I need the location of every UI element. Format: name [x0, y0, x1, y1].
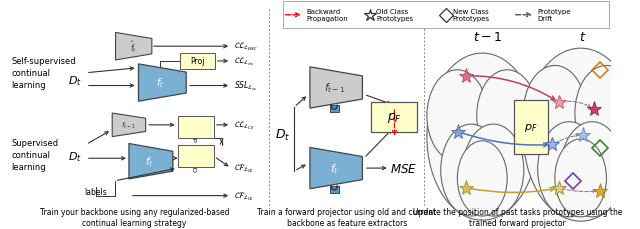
Text: $\mathcal{CL}_{\mathcal{L}_{EWC}}$: $\mathcal{CL}_{\mathcal{L}_{EWC}}$ [234, 41, 258, 53]
Ellipse shape [427, 71, 488, 162]
FancyBboxPatch shape [514, 100, 548, 154]
Text: Self-supervised
continual
learning: Self-supervised continual learning [12, 57, 76, 90]
Text: $D_t$: $D_t$ [68, 150, 81, 164]
Text: Backward
Propagation: Backward Propagation [307, 9, 348, 22]
Text: $t$: $t$ [579, 31, 586, 44]
Text: $\hat{f}_t$: $\hat{f}_t$ [130, 39, 137, 55]
Polygon shape [129, 144, 173, 179]
FancyBboxPatch shape [330, 186, 339, 193]
Text: $\mathcal{CF}_{\mathcal{L}_{CE}}$: $\mathcal{CF}_{\mathcal{L}_{CE}}$ [234, 162, 254, 174]
Ellipse shape [427, 54, 538, 220]
Text: Old Class
Prototypes: Old Class Prototypes [376, 9, 413, 22]
Text: $p_F$: $p_F$ [387, 110, 402, 124]
Text: $\mathcal{CL}_{\mathcal{L}_{cls}}$: $\mathcal{CL}_{\mathcal{L}_{cls}}$ [234, 55, 255, 68]
FancyBboxPatch shape [178, 117, 214, 138]
Text: Supervised
continual
learning: Supervised continual learning [12, 138, 59, 171]
Text: classifier: classifier [193, 113, 198, 141]
Ellipse shape [524, 66, 586, 161]
Ellipse shape [477, 71, 538, 162]
FancyBboxPatch shape [283, 2, 609, 29]
Text: $f_{t-1}$: $f_{t-1}$ [324, 81, 345, 95]
Ellipse shape [441, 125, 502, 216]
Ellipse shape [458, 141, 508, 216]
Polygon shape [310, 148, 362, 189]
Polygon shape [310, 68, 362, 109]
Ellipse shape [524, 49, 638, 221]
Text: $SSL_{\mathcal{L}_{ss}}$: $SSL_{\mathcal{L}_{ss}}$ [234, 79, 257, 93]
Ellipse shape [538, 122, 601, 217]
Text: Update the position of past tasks prototypes using the
trained forward projector: Update the position of past tasks protot… [413, 207, 622, 227]
Text: Prototype
Drift: Prototype Drift [538, 9, 571, 22]
Text: Train your backbone using any regularized-based
continual learning strategy: Train your backbone using any regularize… [40, 207, 229, 227]
Ellipse shape [575, 66, 638, 161]
Text: Train a forward projector using old and current
backbone as feature extractors: Train a forward projector using old and … [257, 207, 436, 227]
Text: $t-1$: $t-1$ [472, 31, 502, 44]
Text: $MSE$: $MSE$ [390, 162, 417, 175]
Polygon shape [116, 33, 152, 61]
Text: labels: labels [84, 187, 107, 196]
FancyBboxPatch shape [330, 106, 339, 113]
Polygon shape [138, 65, 186, 102]
Text: $f_t$: $f_t$ [156, 76, 164, 90]
FancyBboxPatch shape [371, 103, 417, 132]
Text: $\mathcal{CF}_{\mathcal{L}_{CE}}$: $\mathcal{CF}_{\mathcal{L}_{CE}}$ [234, 190, 254, 202]
FancyBboxPatch shape [178, 146, 214, 167]
Text: $f_{t-1}$: $f_{t-1}$ [122, 120, 136, 130]
Polygon shape [112, 114, 146, 137]
Text: $\mathcal{CL}_{\mathcal{L}_{CE}}$: $\mathcal{CL}_{\mathcal{L}_{CE}}$ [234, 119, 255, 131]
Text: $D_t$: $D_t$ [275, 128, 291, 143]
Text: Proj: Proj [191, 57, 205, 66]
Ellipse shape [555, 139, 607, 217]
Text: $f_t$: $f_t$ [330, 161, 339, 175]
Ellipse shape [463, 125, 524, 216]
Text: $f_t$: $f_t$ [145, 155, 153, 168]
Text: Classifier: Classifier [193, 142, 198, 171]
Text: New Class
Prototypes: New Class Prototypes [452, 9, 490, 22]
Ellipse shape [561, 122, 623, 217]
FancyBboxPatch shape [180, 53, 215, 70]
Text: $D_t$: $D_t$ [68, 73, 81, 87]
Text: $p_F$: $p_F$ [524, 121, 538, 133]
